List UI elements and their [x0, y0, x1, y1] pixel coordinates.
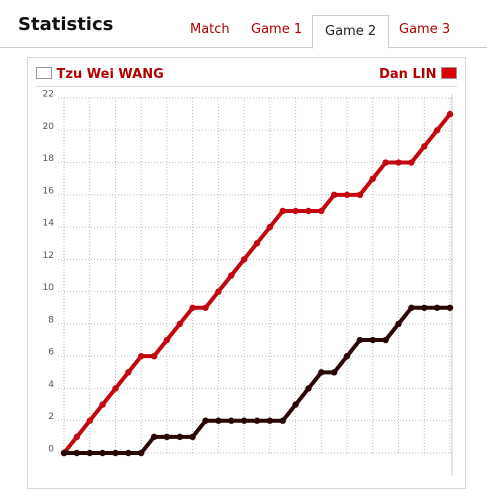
tab[interactable]: Game 3 — [399, 22, 451, 37]
point — [240, 256, 248, 263]
y-tick-label: 4 — [48, 380, 54, 390]
point — [305, 385, 312, 392]
point — [163, 336, 171, 344]
y-tick-label: 20 — [43, 122, 55, 132]
y-tick-label: 22 — [43, 90, 54, 100]
point — [202, 417, 209, 424]
point — [395, 159, 402, 166]
point — [86, 417, 93, 424]
tab[interactable]: Match — [190, 22, 230, 37]
point — [266, 223, 274, 231]
y-tick-label: 12 — [43, 251, 54, 261]
y-tick-label: 16 — [43, 186, 55, 196]
chart: 0 2 4 6 8 10 12 14 16 18 20 22 — [43, 90, 454, 476]
y-tick-label: 6 — [48, 348, 54, 358]
point — [253, 417, 261, 424]
point — [138, 352, 145, 360]
point — [343, 191, 351, 199]
point — [176, 433, 183, 441]
point — [163, 433, 171, 441]
point — [356, 336, 364, 344]
point — [292, 401, 299, 408]
point — [125, 369, 132, 376]
point — [73, 433, 81, 441]
player-name: Tzu Wei WANG — [56, 67, 164, 82]
y-tick-label: 2 — [48, 412, 54, 422]
point — [138, 449, 145, 457]
page-title: Statistics — [18, 14, 114, 35]
point — [99, 401, 106, 408]
flag — [441, 67, 457, 79]
tab-active[interactable]: Game 2 — [312, 15, 390, 49]
point — [292, 207, 299, 215]
y-tick-label: 10 — [43, 283, 55, 293]
point — [318, 207, 325, 215]
point — [125, 449, 132, 457]
point — [408, 304, 415, 311]
point — [150, 352, 158, 360]
point — [112, 449, 119, 457]
point — [202, 304, 209, 311]
point — [279, 207, 286, 215]
player-right: Dan LIN — [379, 67, 457, 82]
point — [331, 191, 338, 199]
tab-divider — [0, 47, 487, 48]
point — [446, 304, 454, 311]
point — [60, 449, 68, 457]
point — [228, 272, 235, 279]
point — [433, 127, 441, 134]
point — [215, 288, 222, 295]
point — [279, 417, 286, 424]
point — [382, 159, 389, 166]
point — [253, 240, 261, 247]
point — [408, 159, 415, 166]
point — [112, 385, 119, 392]
point — [99, 449, 106, 457]
point — [189, 304, 196, 311]
player-name: Dan LIN — [379, 67, 437, 82]
point — [446, 110, 454, 118]
point — [228, 417, 235, 424]
point — [150, 433, 158, 441]
point — [86, 449, 93, 457]
player-left: Tzu Wei WANG — [36, 67, 164, 82]
point — [369, 336, 376, 344]
point — [395, 320, 402, 328]
point — [343, 352, 351, 360]
point — [240, 417, 248, 424]
y-tick-label: 18 — [43, 154, 55, 164]
point — [189, 433, 196, 441]
tab[interactable]: Game 1 — [251, 22, 303, 37]
point — [433, 304, 441, 311]
point — [369, 175, 376, 182]
page: {"header": {"title": "Statistics", "tabs… — [0, 14, 487, 489]
point — [356, 191, 364, 199]
point — [73, 449, 81, 457]
y-tick-label: 14 — [43, 219, 55, 229]
point — [215, 417, 222, 424]
point — [176, 320, 183, 328]
players-row: Tzu Wei WANG Dan LIN — [36, 64, 457, 87]
series-line — [62, 112, 452, 455]
flag — [36, 67, 52, 79]
point — [421, 143, 428, 150]
y-tick-label: 8 — [48, 315, 54, 325]
y-tick-label: 0 — [48, 445, 54, 455]
point — [382, 336, 389, 344]
point — [318, 369, 325, 376]
point — [305, 207, 312, 215]
point — [421, 304, 428, 311]
point — [266, 417, 274, 424]
point — [331, 369, 338, 376]
